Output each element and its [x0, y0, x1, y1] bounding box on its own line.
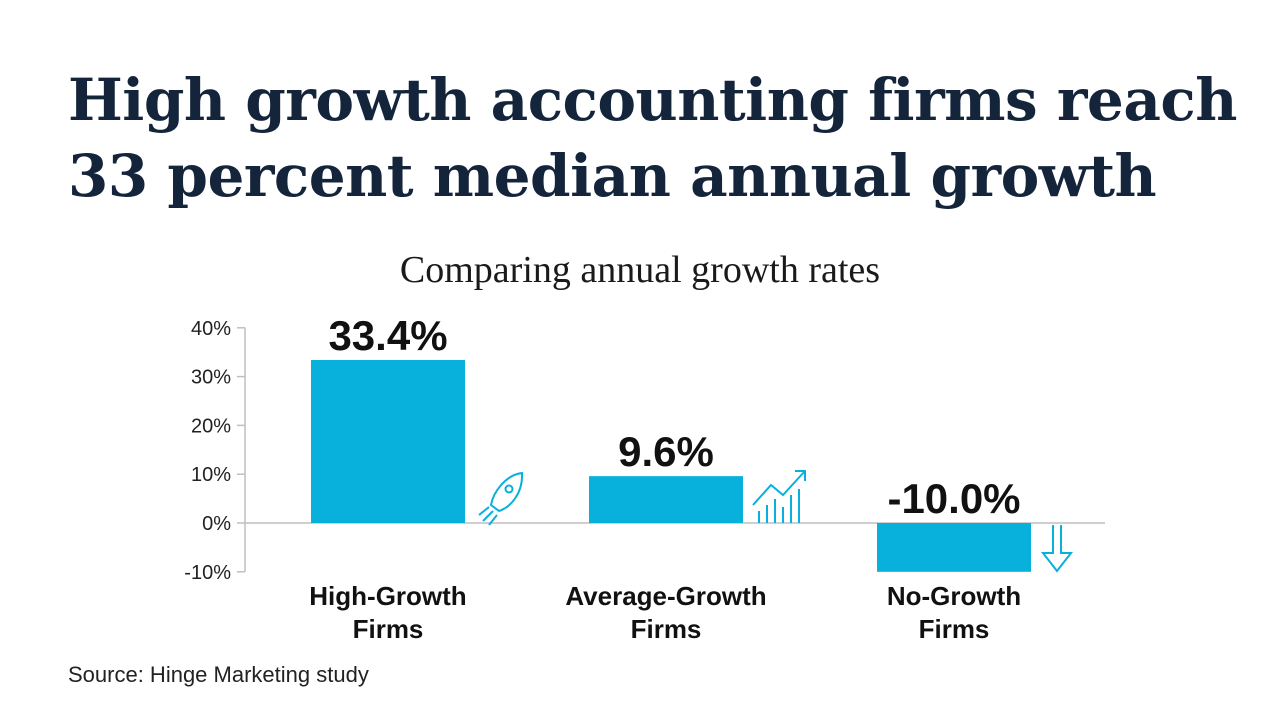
y-tick-label: 0% [202, 513, 231, 535]
chart-title: Comparing annual growth rates [399, 249, 881, 291]
y-tick-label: 20% [191, 415, 231, 437]
data-label: -10.0% [887, 475, 1020, 522]
y-tick-label: 30% [191, 367, 231, 389]
category-label: Firms [631, 614, 702, 644]
data-label: 9.6% [618, 428, 714, 475]
rising-chart-icon [752, 470, 806, 523]
bar [311, 360, 465, 523]
category-label: High-Growth [309, 581, 466, 611]
category-label: Firms [353, 614, 424, 644]
trend-line [752, 470, 806, 506]
y-tick-label: 40% [191, 318, 231, 340]
trend-arrowhead [795, 470, 806, 481]
rocket-icon [478, 471, 524, 526]
y-tick-label: -10% [184, 562, 231, 584]
rocket-trail [478, 506, 498, 526]
category-label: No-Growth [887, 581, 1021, 611]
down-arrow-icon [1040, 525, 1074, 573]
category-label: Firms [919, 614, 990, 644]
data-label: 33.4% [328, 312, 447, 359]
bar [877, 523, 1031, 572]
bar [589, 476, 743, 523]
arrow-shape [1040, 525, 1074, 573]
page-title: High growth accounting firms reach 33 pe… [68, 66, 1237, 210]
category-label: Average-Growth [565, 581, 766, 611]
y-tick-label: 10% [191, 464, 231, 486]
source-note: Source: Hinge Marketing study [68, 662, 369, 687]
rocket-body [489, 471, 524, 513]
rocket-window [504, 484, 514, 494]
